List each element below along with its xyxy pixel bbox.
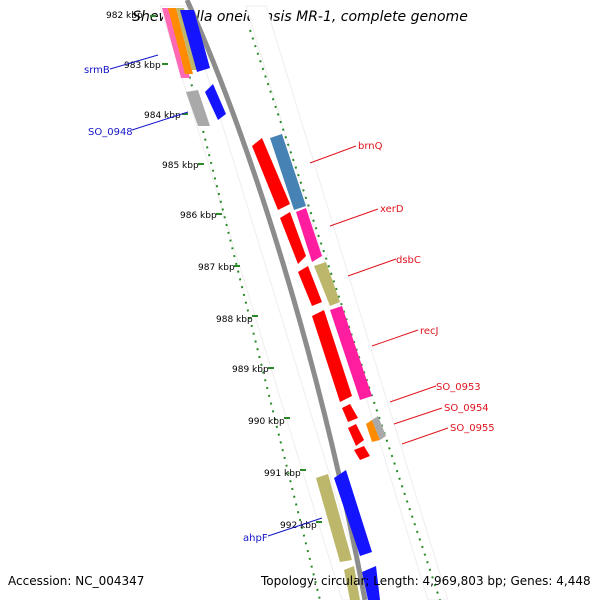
gene-label-SO_0955[interactable]: SO_0955 — [450, 423, 495, 434]
cds-SO_0955 — [354, 446, 370, 460]
label-leader — [347, 258, 397, 277]
topology-label: Topology: circular; Length: 4,969,803 bp… — [261, 574, 591, 588]
gene-label-SO_0954[interactable]: SO_0954 — [444, 403, 489, 414]
reverse-blast-bottom — [344, 566, 360, 600]
tick-label-984: 984 kbp — [144, 111, 181, 121]
blast-hit-dsbC — [314, 262, 340, 306]
gene-label-dsbC[interactable]: dsbC — [396, 255, 421, 266]
reverse-cds-feature — [168, 8, 193, 74]
cds-SO_0954 — [348, 424, 364, 446]
gene-label-ahpF[interactable]: ahpF — [243, 533, 268, 544]
cds-recJ — [312, 310, 352, 402]
reverse-blast-ahpF-blue — [334, 470, 372, 556]
kbp-ticks: 982 kbp 983 kbp 984 kbp 985 kbp 986 kbp … — [106, 11, 322, 531]
label-leader — [393, 407, 443, 425]
label-leader — [329, 208, 379, 227]
reverse-blast-feature — [205, 84, 226, 120]
tick-label-991: 991 kbp — [264, 469, 301, 479]
reverse-blast-feature — [186, 90, 210, 126]
label-leader — [309, 145, 357, 164]
label-leader — [389, 385, 437, 403]
blast-hit-brnQ — [270, 134, 306, 210]
reverse-blast-feature — [180, 10, 210, 72]
map-title: Shewanella oneidensis MR-1, complete gen… — [132, 9, 468, 25]
label-leader — [131, 111, 189, 131]
tick-label-986: 986 kbp — [180, 211, 217, 221]
label-leader — [109, 54, 159, 70]
cds-dsbC — [298, 266, 322, 306]
label-leader — [267, 517, 323, 537]
blast-hit-SO_0955 — [372, 416, 386, 440]
tick-label-985: 985 kbp — [162, 161, 199, 171]
label-leader — [401, 427, 449, 445]
cds-brnQ — [252, 138, 290, 210]
reverse-blast-ahpF — [316, 474, 352, 562]
tick-label-990: 990 kbp — [248, 417, 285, 427]
tick-label-983: 983 kbp — [124, 61, 161, 71]
blast-hit-xerD — [296, 208, 322, 262]
gene-label-SO_0953[interactable]: SO_0953 — [436, 382, 481, 393]
gene-label-xerD[interactable]: xerD — [380, 204, 404, 215]
cds-xerD — [280, 212, 306, 264]
reverse-blast-bottom-blue — [362, 566, 380, 600]
gene-label-srmB[interactable]: srmB — [84, 65, 110, 76]
inner-lane — [245, 5, 449, 600]
blast-hit-SO_0954 — [366, 420, 380, 442]
tick-label-987: 987 kbp — [198, 263, 235, 273]
accession-label: Accession: NC_004347 — [8, 574, 145, 588]
gene-label-brnQ[interactable]: brnQ — [358, 141, 383, 152]
tick-label-989: 989 kbp — [232, 365, 269, 375]
outer-lane — [159, 5, 369, 600]
blast-hit-recJ — [330, 306, 372, 400]
tick-label-982: 982 kbp — [106, 11, 143, 21]
gene-label-recJ[interactable]: recJ — [420, 326, 439, 337]
tick-label-988: 988 kbp — [216, 315, 253, 325]
label-leader — [371, 329, 419, 347]
cds-SO_0953 — [342, 404, 358, 422]
gene-label-SO_0948[interactable]: SO_0948 — [88, 127, 133, 138]
